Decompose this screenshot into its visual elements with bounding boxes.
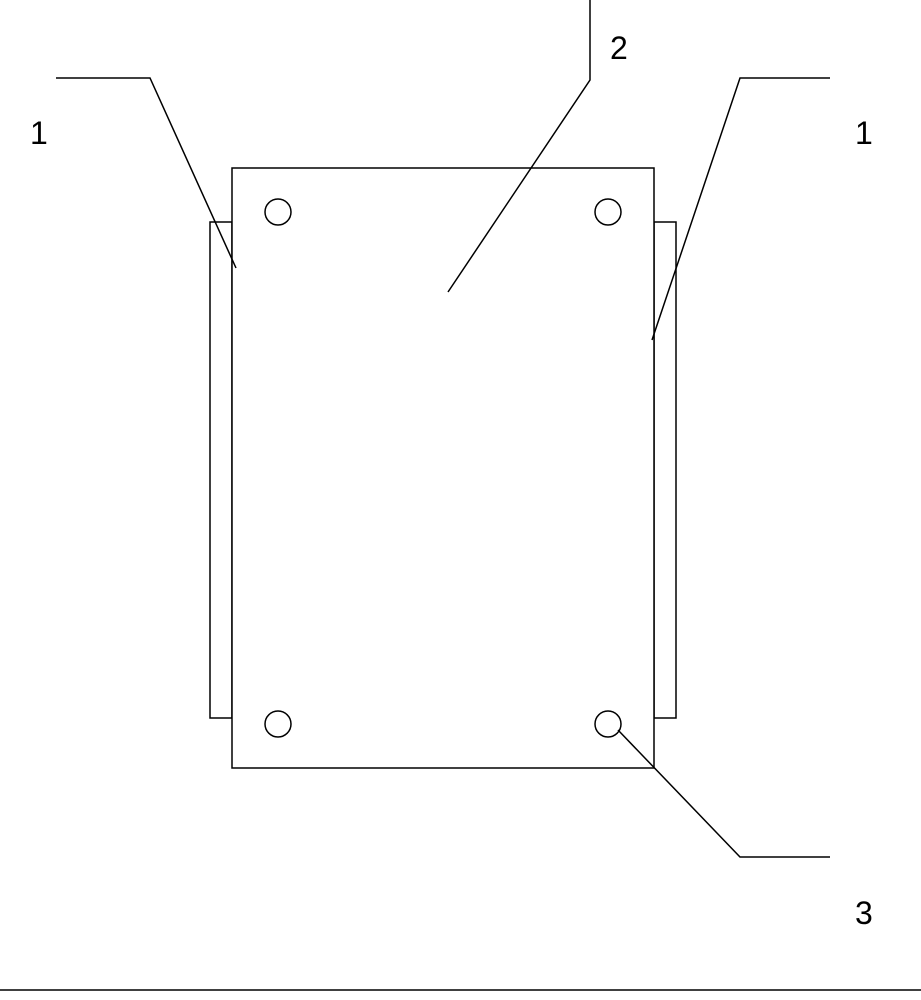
callout-leader-0	[56, 78, 236, 268]
callout-label-1: 2	[610, 30, 628, 67]
callout-label-3: 3	[855, 895, 873, 932]
side-tab-1	[654, 222, 676, 718]
main-plate	[232, 168, 654, 768]
side-tab-0	[210, 222, 232, 718]
callout-label-2: 1	[855, 115, 873, 152]
callout-leader-2	[652, 78, 830, 340]
diagram-canvas	[0, 0, 921, 1000]
callout-label-0: 1	[30, 115, 48, 152]
